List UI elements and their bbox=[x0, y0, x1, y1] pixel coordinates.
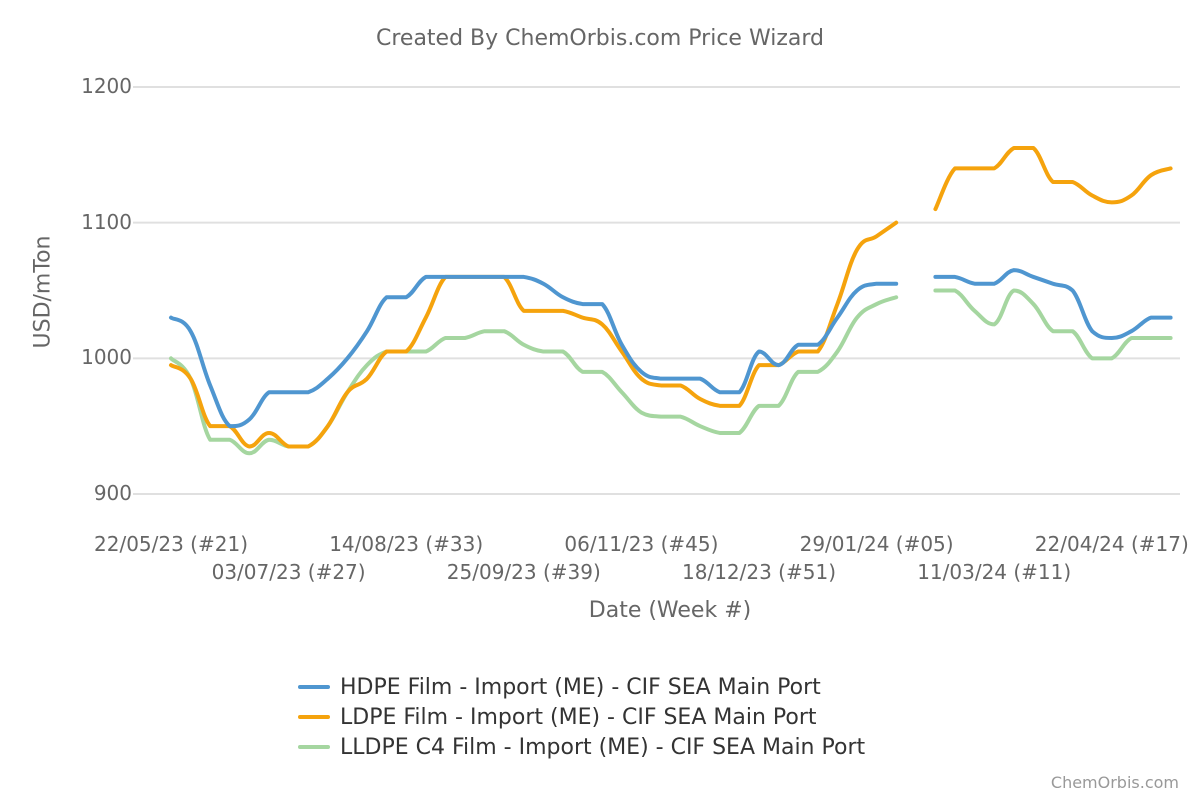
x-tick-label: 14/08/23 (#33) bbox=[329, 532, 484, 556]
legend-item-hdpe[interactable]: HDPE Film - Import (ME) - CIF SEA Main P… bbox=[298, 672, 865, 702]
chart-title: Created By ChemOrbis.com Price Wizard bbox=[375, 26, 824, 51]
legend-item-lldpe[interactable]: LLDPE C4 Film - Import (ME) - CIF SEA Ma… bbox=[298, 732, 865, 762]
legend-swatch-ldpe bbox=[298, 715, 330, 719]
legend-swatch-hdpe bbox=[298, 685, 330, 689]
x-tick-label: 03/07/23 (#27) bbox=[211, 560, 366, 584]
legend-label-lldpe: LLDPE C4 Film - Import (ME) - CIF SEA Ma… bbox=[340, 734, 866, 760]
x-tick-label: 22/04/24 (#17) bbox=[1034, 532, 1189, 556]
legend-label-ldpe: LDPE Film - Import (ME) - CIF SEA Main P… bbox=[340, 704, 817, 730]
x-tick-label: 22/05/23 (#21) bbox=[94, 532, 248, 556]
series-line-ldpe[interactable] bbox=[933, 146, 1173, 212]
x-tick-label: 11/03/24 (#11) bbox=[917, 560, 1072, 584]
series-line-ldpe[interactable] bbox=[169, 220, 899, 449]
y-tick-label: 1100 bbox=[81, 209, 132, 234]
legend-label-hdpe: HDPE Film - Import (ME) - CIF SEA Main P… bbox=[340, 674, 821, 700]
x-tick-label: 06/11/23 (#45) bbox=[564, 532, 719, 556]
series-lines bbox=[169, 146, 1173, 456]
x-tick-label: 29/01/24 (#05) bbox=[799, 532, 954, 556]
y-axis-title: USD/mTon bbox=[30, 235, 56, 349]
series-line-lldpe[interactable] bbox=[169, 295, 899, 456]
series-line-hdpe[interactable] bbox=[169, 274, 899, 429]
x-tick-label: 18/12/23 (#51) bbox=[682, 560, 836, 584]
series-line-hdpe[interactable] bbox=[933, 268, 1173, 340]
credit-link[interactable]: ChemOrbis.com bbox=[1050, 773, 1179, 792]
y-tick-label: 1200 bbox=[81, 74, 132, 98]
legend: HDPE Film - Import (ME) - CIF SEA Main P… bbox=[298, 672, 865, 762]
x-tick-label: 25/09/23 (#39) bbox=[446, 560, 601, 584]
series-line-lldpe[interactable] bbox=[933, 288, 1173, 361]
legend-item-ldpe[interactable]: LDPE Film - Import (ME) - CIF SEA Main P… bbox=[298, 702, 865, 732]
legend-swatch-lldpe bbox=[298, 745, 330, 749]
x-axis-title: Date (Week #) bbox=[588, 598, 752, 623]
y-tick-label: 1000 bbox=[81, 345, 132, 370]
y-tick-label: 900 bbox=[93, 481, 132, 505]
gridlines bbox=[133, 86, 1180, 495]
